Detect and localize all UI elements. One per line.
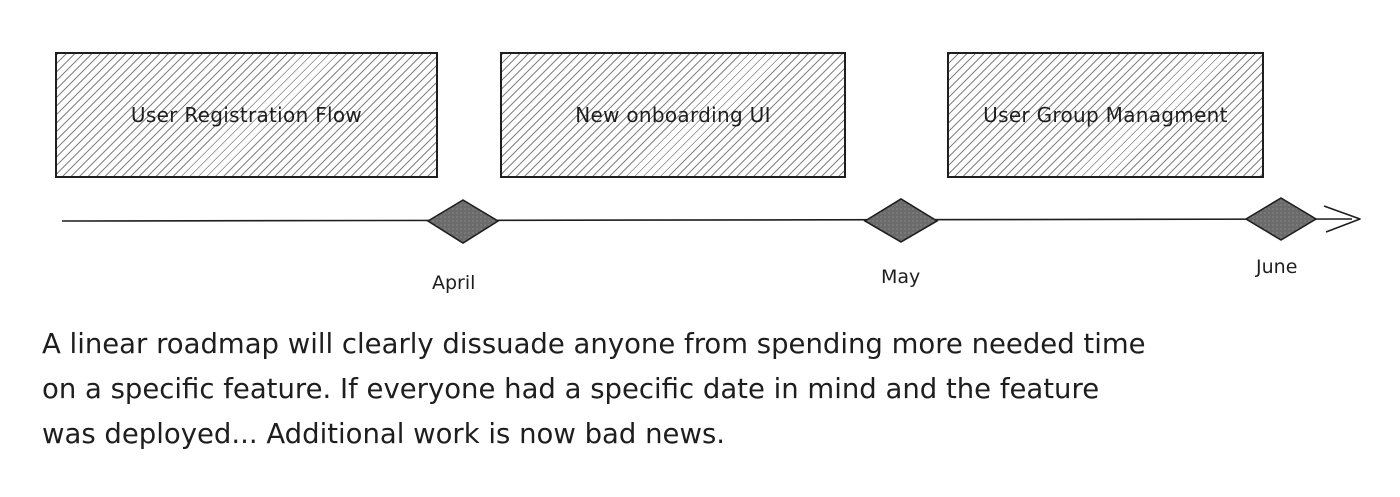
feature-label: New onboarding UI (575, 103, 771, 127)
timeline-axis-line (61, 218, 1353, 222)
milestone-diamond-may (863, 198, 939, 243)
timeline-arrowhead-icon (1323, 205, 1361, 233)
note-line: on a specific feature. If everyone had a… (42, 373, 1100, 405)
note-line: A linear roadmap will clearly dissuade a… (42, 328, 1146, 360)
feature-label: User Registration Flow (130, 103, 363, 127)
feature-box-user-group-management: User Group Managment (947, 52, 1264, 178)
note-line: was deployed... Additional work is now b… (42, 418, 726, 450)
feature-box-user-registration-flow: User Registration Flow (55, 52, 438, 178)
feature-box-new-onboarding-ui: New onboarding UI (500, 52, 846, 178)
feature-label: User Group Managment (983, 103, 1228, 127)
milestone-label-may: May (881, 266, 921, 288)
milestone-label-april: April (432, 272, 476, 294)
milestone-label-june: June (1256, 256, 1298, 278)
milestone-diamond-april (426, 199, 500, 244)
milestone-diamond-june (1244, 197, 1318, 241)
explanation-note: A linear roadmap will clearly dissuade a… (42, 322, 1382, 457)
